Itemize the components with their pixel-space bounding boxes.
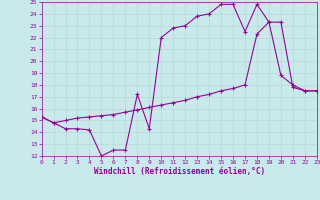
X-axis label: Windchill (Refroidissement éolien,°C): Windchill (Refroidissement éolien,°C) [94, 167, 265, 176]
